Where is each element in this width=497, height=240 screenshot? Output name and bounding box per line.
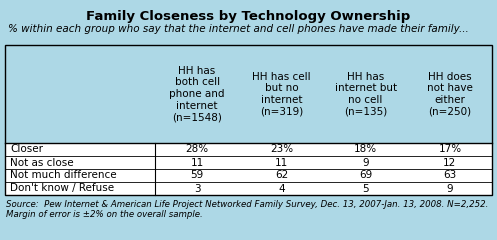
Text: 4: 4 — [278, 184, 285, 193]
Text: 12: 12 — [443, 157, 457, 168]
Text: Family Closeness by Technology Ownership: Family Closeness by Technology Ownership — [86, 10, 411, 23]
Text: 18%: 18% — [354, 144, 377, 155]
Text: Not much difference: Not much difference — [10, 170, 117, 180]
Text: % within each group who say that the internet and cell phones have made their fa: % within each group who say that the int… — [8, 24, 469, 34]
Text: Source:  Pew Internet & American Life Project Networked Family Survey, Dec. 13, : Source: Pew Internet & American Life Pro… — [6, 200, 489, 219]
Text: 9: 9 — [362, 157, 369, 168]
Text: Closer: Closer — [10, 144, 43, 155]
Text: 9: 9 — [447, 184, 453, 193]
Bar — [5, 143, 492, 195]
Text: HH has
internet but
no cell
(n=135): HH has internet but no cell (n=135) — [334, 72, 397, 116]
Text: 11: 11 — [275, 157, 288, 168]
Text: 59: 59 — [190, 170, 204, 180]
Text: 63: 63 — [443, 170, 457, 180]
Bar — [5, 45, 492, 143]
Text: 3: 3 — [194, 184, 200, 193]
Text: Don't know / Refuse: Don't know / Refuse — [10, 184, 114, 193]
Text: HH does
not have
either
(n=250): HH does not have either (n=250) — [427, 72, 473, 116]
Text: HH has cell
but no
internet
(n=319): HH has cell but no internet (n=319) — [252, 72, 311, 116]
Text: 17%: 17% — [438, 144, 461, 155]
Text: 69: 69 — [359, 170, 372, 180]
Text: 28%: 28% — [185, 144, 209, 155]
Text: 11: 11 — [190, 157, 204, 168]
Text: Not as close: Not as close — [10, 157, 74, 168]
Text: 5: 5 — [362, 184, 369, 193]
Text: 23%: 23% — [270, 144, 293, 155]
Text: 62: 62 — [275, 170, 288, 180]
Bar — [5, 45, 492, 195]
Text: HH has
both cell
phone and
internet
(n=1548): HH has both cell phone and internet (n=1… — [169, 66, 225, 122]
